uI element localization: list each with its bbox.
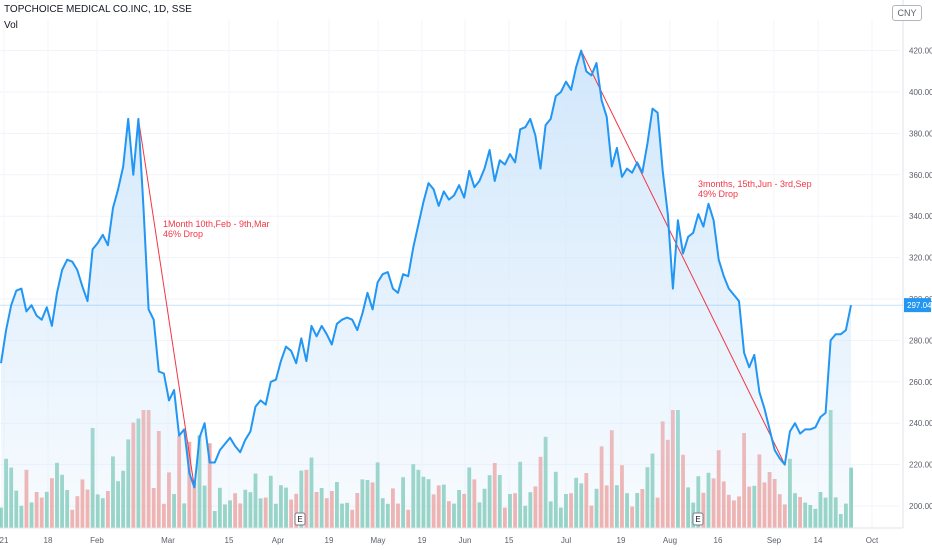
annotation-feb-drop-title: 1Month 10th,Feb - 9th,Mar	[163, 219, 270, 229]
price-area-fill	[1, 50, 851, 528]
annotations: 1Month 10th,Feb - 9th,Mar 46% Drop 3mont…	[163, 179, 812, 239]
x-tick-label: 19	[617, 536, 626, 545]
y-tick-label: 280.00	[909, 336, 932, 345]
price-line[interactable]	[0, 49, 852, 489]
trend-lines	[137, 50, 786, 488]
x-tick-label: 15	[225, 536, 234, 545]
x-tick-label: Sep	[767, 536, 782, 545]
x-tick-label: 16	[714, 536, 723, 545]
x-tick-label: May	[370, 536, 385, 545]
trend-line-feb-mar	[137, 118, 195, 488]
event-marker-box	[294, 512, 306, 526]
annotation-jun-drop-title: 3months, 15th,Jun - 3rd,Sep	[698, 179, 812, 189]
volume-label: Vol	[4, 20, 18, 31]
y-tick-label: 260.00	[909, 378, 932, 387]
x-tick-label: Oct	[866, 536, 879, 545]
x-tick-label: Aug	[663, 536, 677, 545]
y-tick-label: 340.00	[909, 212, 932, 221]
x-tick-label: Jun	[459, 536, 472, 545]
y-tick-label: 220.00	[909, 461, 932, 470]
y-tick-label: 240.00	[909, 419, 932, 428]
event-marker-box	[692, 512, 704, 526]
annotation-feb-drop-percent: 46% Drop	[163, 229, 203, 239]
x-tick-label: Apr	[272, 536, 285, 545]
x-tick-label: Mar	[161, 536, 175, 545]
x-tick-label: Feb	[90, 536, 104, 545]
annotation-jun-drop-percent: 49% Drop	[698, 189, 738, 199]
last-price-badge	[904, 298, 931, 313]
y-tick-label: 400.00	[909, 88, 932, 97]
x-tick-label: Jul	[561, 536, 571, 545]
last-price-label: 297.04	[0, 298, 932, 313]
y-tick-label: 380.00	[909, 129, 932, 138]
chart-symbol-title: TOPCHOICE MEDICAL CO.INC, 1D, SSE	[4, 4, 192, 15]
x-tick-label: 19	[325, 536, 334, 545]
y-tick-label: 200.00	[909, 502, 932, 511]
x-tick-label: 15	[505, 536, 514, 545]
y-tick-label: 320.00	[909, 254, 932, 263]
y-tick-label: 360.00	[909, 171, 932, 180]
x-tick-label: 18	[44, 536, 53, 545]
y-tick-label: 420.00	[909, 47, 932, 56]
event-marker-label: E	[695, 515, 700, 524]
last-price-value: 297.04	[907, 301, 932, 310]
x-tick-label: 19	[418, 536, 427, 545]
x-tick-label: 14	[814, 536, 823, 545]
trend-line-jun-sep	[580, 50, 786, 465]
event-marker-label: E	[297, 515, 302, 524]
currency-button[interactable]: CNY	[892, 5, 922, 21]
x-tick-label: 21	[0, 536, 9, 545]
